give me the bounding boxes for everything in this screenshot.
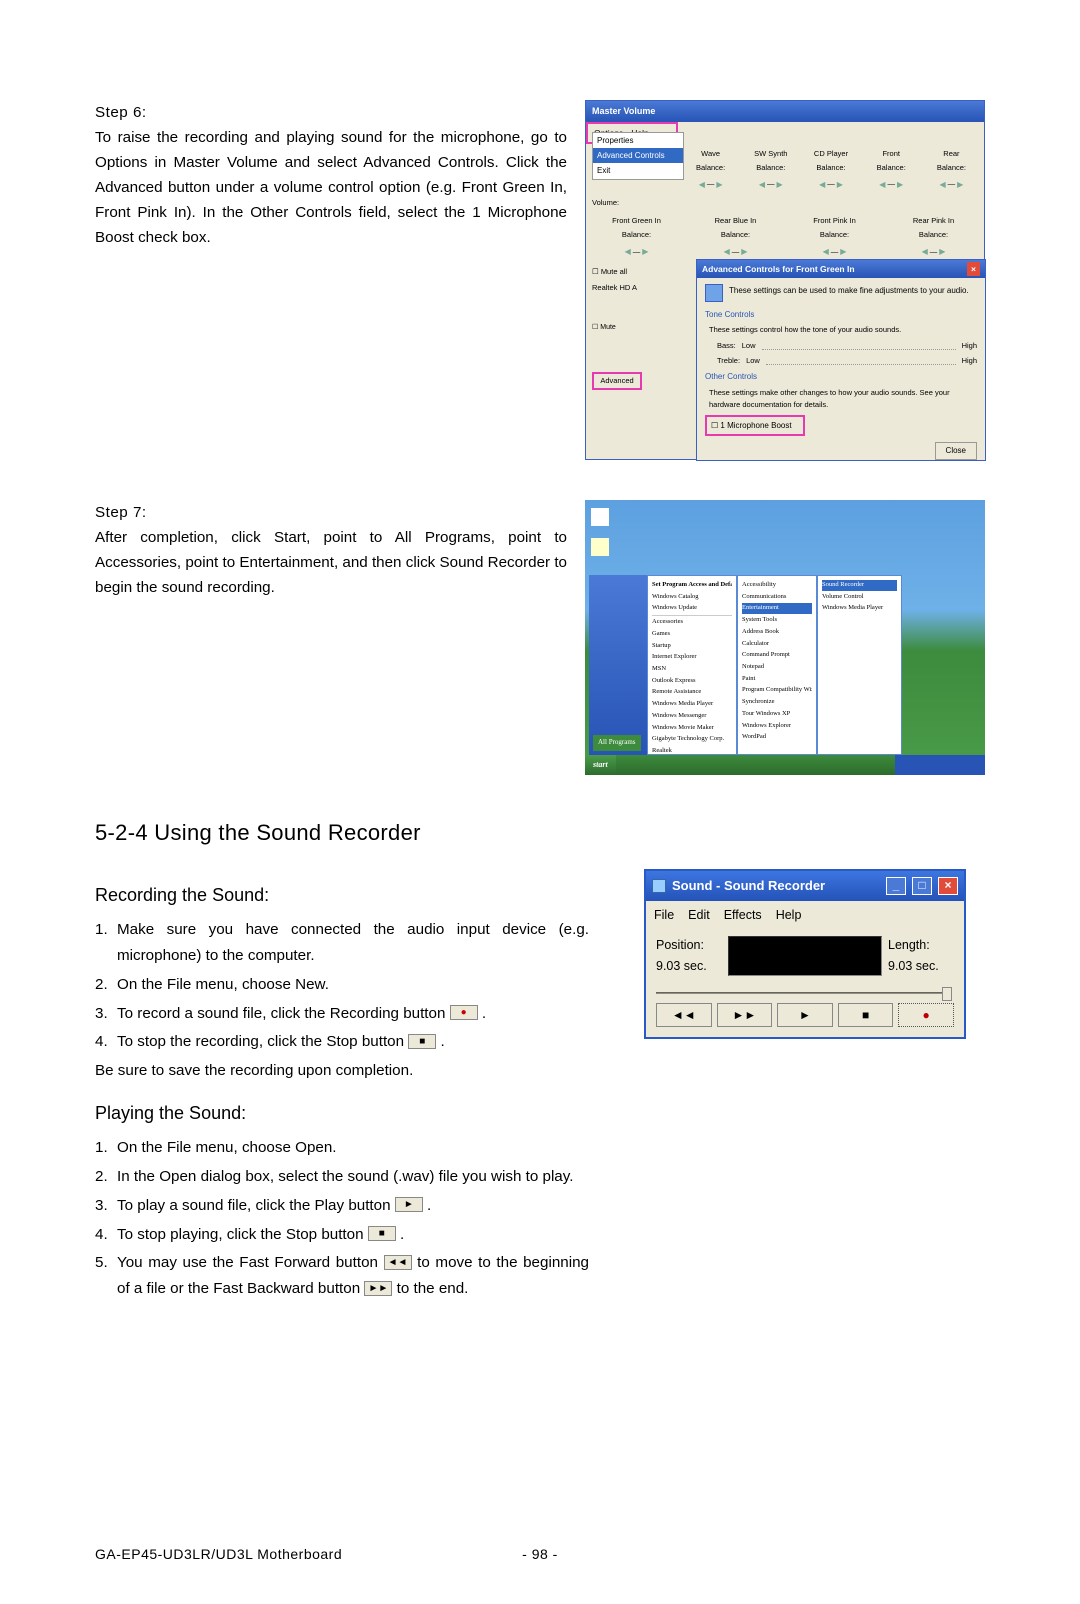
step6-label: Step 6: [95,104,147,121]
desktop-icon[interactable] [591,508,609,526]
record-icon: ● [450,1005,478,1020]
other-controls-heading: Other Controls [705,370,977,383]
rewind-button[interactable]: ◄◄ [656,1003,712,1027]
page-number: - 98 - [522,1543,558,1566]
realtek-label: Realtek HD A [592,282,687,294]
close-button[interactable]: Close [935,442,977,459]
page-footer: GA-EP45-UD3LR/UD3L Motherboard - 98 - [95,1543,985,1566]
list-item: To stop playing, click the Stop button ■… [95,1222,589,1248]
fast-forward-icon: ►► [364,1281,392,1296]
microphone-boost-checkbox[interactable]: ☐ 1 Microphone Boost [705,415,805,436]
taskbar[interactable]: start [585,755,985,775]
help-menu[interactable]: Help [776,905,802,926]
tone-controls-heading: Tone Controls [705,308,977,321]
sound-recorder-window: Sound - Sound Recorder _ □ × File Edit E… [644,869,966,1038]
step7-label: Step 7: [95,504,147,521]
mute-all-checkbox[interactable]: Mute all [601,267,627,276]
recording-sound-heading: Recording the Sound: [95,881,589,911]
system-tray[interactable] [895,755,985,775]
position-label: Position: [656,935,722,956]
all-programs-button[interactable]: All Programs [593,735,641,751]
edit-menu[interactable]: Edit [688,905,710,926]
fast-forward-button[interactable]: ►► [717,1003,773,1027]
close-button[interactable]: × [938,877,958,895]
play-icon: ► [395,1197,423,1212]
length-value: 9.03 sec. [888,956,954,977]
advanced-button[interactable]: Advanced [592,372,642,390]
footer-model: GA-EP45-UD3LR/UD3L Motherboard [95,1543,342,1566]
entertainment-item[interactable]: Entertainment [742,603,812,614]
position-slider[interactable] [656,987,954,997]
file-menu[interactable]: File [654,905,674,926]
record-button[interactable]: ● [898,1003,954,1027]
close-icon[interactable]: × [967,262,980,276]
section-heading: 5-2-4 Using the Sound Recorder [95,815,985,851]
accessories-item[interactable]: Accessories [652,617,732,628]
info-icon [705,284,723,302]
desktop-screenshot: Set Program Access and Defaults Windows … [585,500,985,775]
length-label: Length: [888,935,954,956]
play-button[interactable]: ► [777,1003,833,1027]
step6-text: Step 6: To raise the recording and playi… [95,100,567,250]
position-value: 9.03 sec. [656,956,722,977]
start-button[interactable]: start [585,755,616,775]
list-item: You may use the Fast Forward button ◄◄ t… [95,1250,589,1302]
all-programs-menu[interactable]: Set Program Access and Defaults Windows … [647,575,737,755]
stop-icon: ■ [408,1034,436,1049]
list-item: Make sure you have connected the audio i… [95,917,589,969]
desktop-icon[interactable] [591,538,609,556]
list-item: In the Open dialog box, select the sound… [95,1164,589,1190]
step7-text: Step 7: After completion, click Start, p… [95,500,567,600]
stop-icon: ■ [368,1226,396,1241]
master-volume-screenshot: Master Volume Options Help Properties Ad… [585,100,985,460]
sr-window-title: Sound - Sound Recorder [672,875,880,896]
minimize-button[interactable]: _ [886,877,906,895]
playing-sound-heading: Playing the Sound: [95,1099,589,1129]
accessories-submenu[interactable]: Accessibility Communications Entertainme… [737,575,817,755]
recording-steps: Make sure you have connected the audio i… [95,917,589,1055]
treble-slider[interactable] [766,357,956,365]
playing-steps: On the File menu, choose Open. In the Op… [95,1135,589,1302]
mv-title: Master Volume [586,101,984,122]
start-menu[interactable]: Set Program Access and Defaults Windows … [589,575,979,755]
stop-button[interactable]: ■ [838,1003,894,1027]
maximize-button[interactable]: □ [912,877,932,895]
list-item: On the File menu, choose Open. [95,1135,589,1161]
mv-advanced-controls-item[interactable]: Advanced Controls [593,148,683,163]
advanced-controls-dialog: Advanced Controls for Front Green In× Th… [696,259,986,461]
rewind-icon: ◄◄ [384,1255,412,1270]
bass-slider[interactable] [762,342,956,350]
list-item: To play a sound file, click the Play but… [95,1193,589,1219]
adv-title: Advanced Controls for Front Green In [702,262,855,276]
effects-menu[interactable]: Effects [724,905,762,926]
mv-properties-item[interactable]: Properties [593,133,683,148]
speaker-icon [652,879,666,893]
mv-options-dropdown[interactable]: Properties Advanced Controls Exit [592,132,684,180]
list-item: To stop the recording, click the Stop bu… [95,1029,589,1055]
mv-volume-label: Volume: [586,197,984,209]
sr-menubar[interactable]: File Edit Effects Help [646,901,964,930]
rec-note: Be sure to save the recording upon compl… [95,1058,589,1083]
list-item: On the File menu, choose New. [95,972,589,998]
sound-recorder-item[interactable]: Sound Recorder [822,580,897,591]
waveform-display [728,936,882,976]
list-item: To record a sound file, click the Record… [95,1001,589,1027]
entertainment-submenu[interactable]: Sound Recorder Volume Control Windows Me… [817,575,902,755]
mv-exit-item[interactable]: Exit [593,163,683,178]
